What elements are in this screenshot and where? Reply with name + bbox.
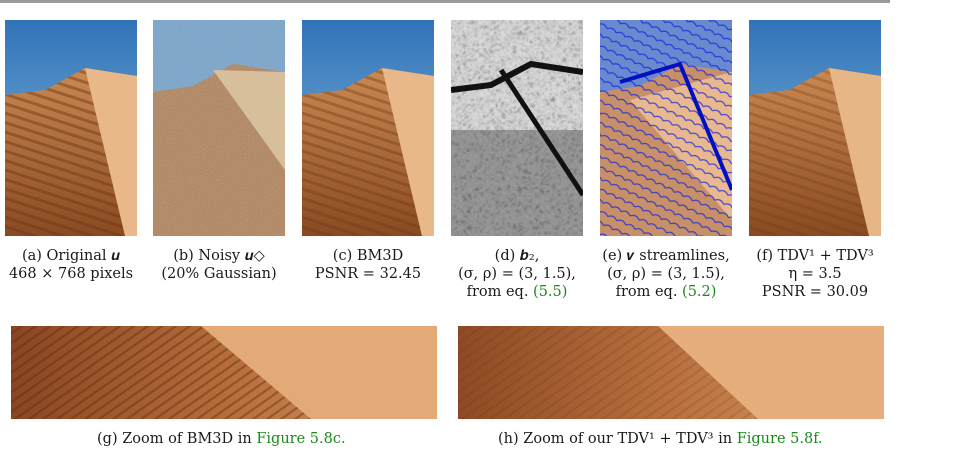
caption-d: (d) 𝒃₂, (σ, ρ) = (3, 1.5), from eq. (5.5… [442, 247, 592, 301]
caption-line: (σ, ρ) = (3, 1.5), [458, 266, 576, 282]
streamlines-image [600, 20, 732, 236]
caption-text: from eq. [615, 284, 678, 300]
caption-line: (f) TDV¹ + TDV³ [756, 248, 874, 264]
caption-a: (a) Original 𝒖 468 × 768 pixels [0, 247, 146, 283]
caption-f: (f) TDV¹ + TDV³ η = 3.5 PSNR = 30.09 [740, 247, 890, 301]
caption-line: PSNR = 32.45 [314, 266, 422, 282]
caption-line: (a) Original 𝒖 [21, 248, 121, 264]
noisy-image [153, 20, 285, 236]
caption-text: (h) Zoom of our TDV¹ + TDV³ in [498, 431, 733, 447]
original-image [5, 20, 137, 236]
caption-line: 468 × 768 pixels [8, 266, 134, 282]
caption-line: (d) 𝒃₂, [494, 248, 540, 264]
caption-c: (c) BM3D PSNR = 32.45 [293, 247, 443, 283]
caption-text: (g) Zoom of BM3D in [97, 431, 252, 447]
caption-line: from eq. (5.2) [591, 283, 741, 301]
caption-line: (c) BM3D [332, 248, 404, 264]
caption-e: (e) 𝒗 streamlines, (σ, ρ) = (3, 1.5), fr… [591, 247, 741, 301]
equation-link[interactable]: (5.2) [682, 284, 717, 300]
bm3d-image [302, 20, 434, 236]
caption-line: (e) 𝒗 streamlines, [602, 248, 730, 264]
equation-link[interactable]: (5.5) [533, 284, 568, 300]
tdv-zoom-image [458, 326, 884, 419]
tdv-image [749, 20, 881, 236]
caption-line: PSNR = 30.09 [761, 284, 869, 300]
bm3d-zoom-image [11, 326, 437, 419]
caption-line: (b) Noisy 𝒖◇ [173, 248, 265, 264]
caption-line: η = 3.5 [788, 266, 842, 282]
caption-text: from eq. [466, 284, 529, 300]
caption-g: (g) Zoom of BM3D in Figure 5.8c. [97, 430, 346, 448]
caption-h: (h) Zoom of our TDV¹ + TDV³ in Figure 5.… [498, 430, 823, 448]
caption-line: (20% Gaussian) [161, 266, 277, 282]
caption-b: (b) Noisy 𝒖◇ (20% Gaussian) [144, 247, 294, 283]
top-rule [0, 0, 890, 3]
caption-line: from eq. (5.5) [442, 283, 592, 301]
b2-map-image [451, 20, 583, 236]
figure-link[interactable]: Figure 5.8c. [256, 431, 346, 447]
caption-line: (σ, ρ) = (3, 1.5), [607, 266, 725, 282]
figure-link[interactable]: Figure 5.8f. [736, 431, 823, 447]
